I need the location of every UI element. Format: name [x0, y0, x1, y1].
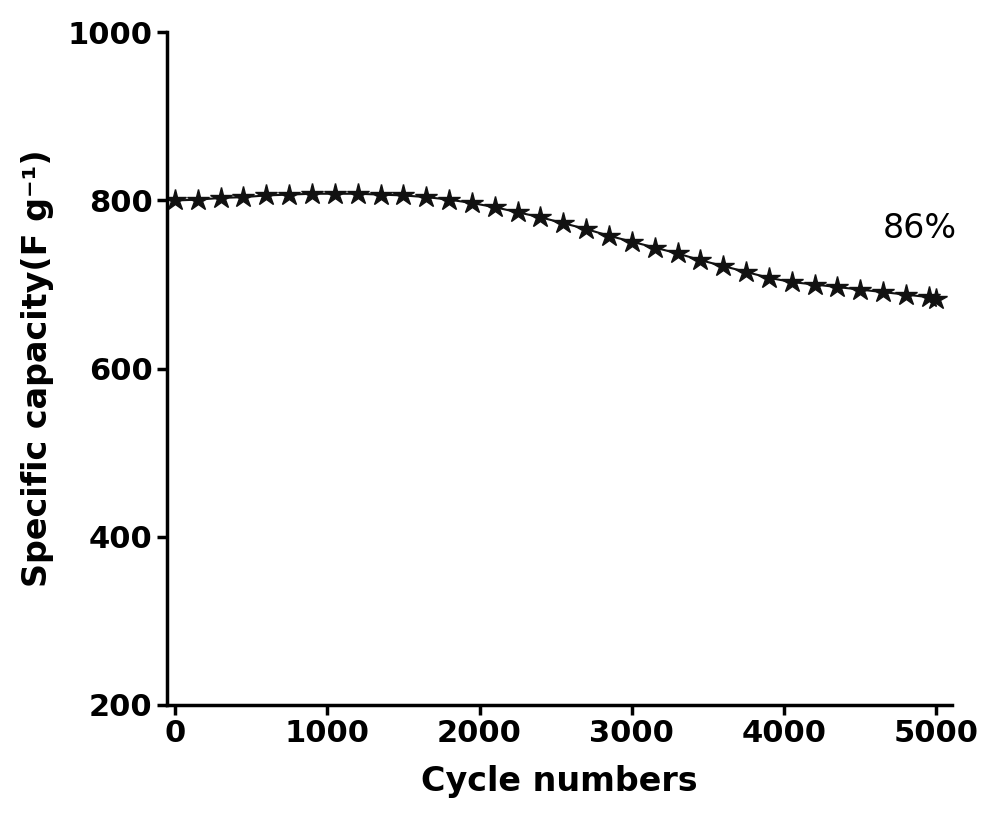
- X-axis label: Cycle numbers: Cycle numbers: [421, 765, 698, 799]
- Text: 86%: 86%: [883, 212, 957, 246]
- Y-axis label: Specific capacity(F g⁻¹): Specific capacity(F g⁻¹): [21, 150, 54, 587]
